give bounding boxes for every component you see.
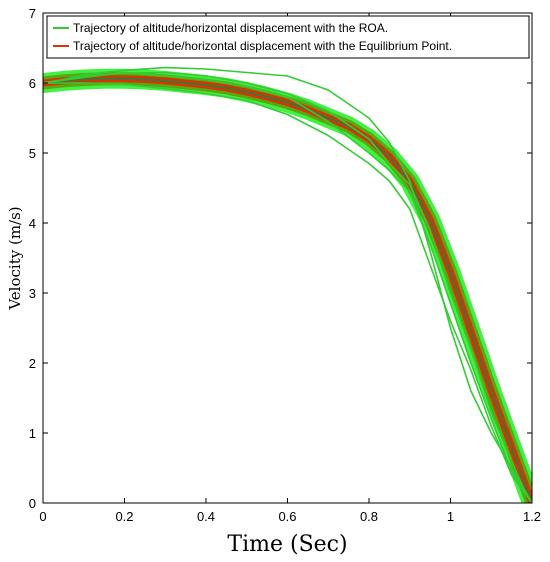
x-tick-label: 0.8	[360, 509, 378, 524]
x-tick-label: 0.2	[115, 509, 133, 524]
roa-trajectory-line-3	[43, 82, 532, 503]
y-axis-title: Velocity (m/s)	[6, 206, 24, 310]
y-tick-label: 7	[29, 6, 36, 21]
axes-layer: 0 0.2 0.4 0.6 0.8 1 1.2 0 1 2 3 4 5 6 7 Time (Sec) Veloc…	[6, 6, 541, 557]
y-tick-label: 6	[29, 76, 36, 91]
roa-trajectory-line-4	[43, 71, 532, 503]
legend-label-roa: Trajectory of altitude/horizontal displa…	[73, 21, 388, 35]
legend-label-equilibrium: Trajectory of altitude/horizontal displa…	[73, 39, 452, 53]
equilibrium-trajectory-line	[43, 75, 532, 503]
y-tick-label: 5	[29, 146, 36, 161]
y-tick-label: 0	[29, 496, 36, 511]
series-group	[43, 66, 532, 503]
x-tick-label: 1.2	[523, 509, 541, 524]
x-tick-label: 0.4	[197, 509, 215, 524]
x-axis-title: Time (Sec)	[227, 532, 347, 557]
plot-layer	[43, 66, 532, 503]
y-tick-label: 4	[29, 216, 36, 231]
x-tick-label: 1	[447, 509, 454, 524]
x-tick-label: 0	[39, 509, 46, 524]
equilibrium-center-line	[43, 77, 532, 503]
roa-trajectory-line-2	[43, 71, 532, 503]
x-tick-label: 0.6	[278, 509, 296, 524]
legend: Trajectory of altitude/horizontal displa…	[46, 15, 530, 59]
y-tick-label: 2	[29, 356, 36, 371]
y-tick-label: 1	[29, 426, 36, 441]
roa-trajectory-line-1	[43, 66, 532, 503]
legend-box	[46, 15, 530, 59]
y-tick-label: 3	[29, 286, 36, 301]
